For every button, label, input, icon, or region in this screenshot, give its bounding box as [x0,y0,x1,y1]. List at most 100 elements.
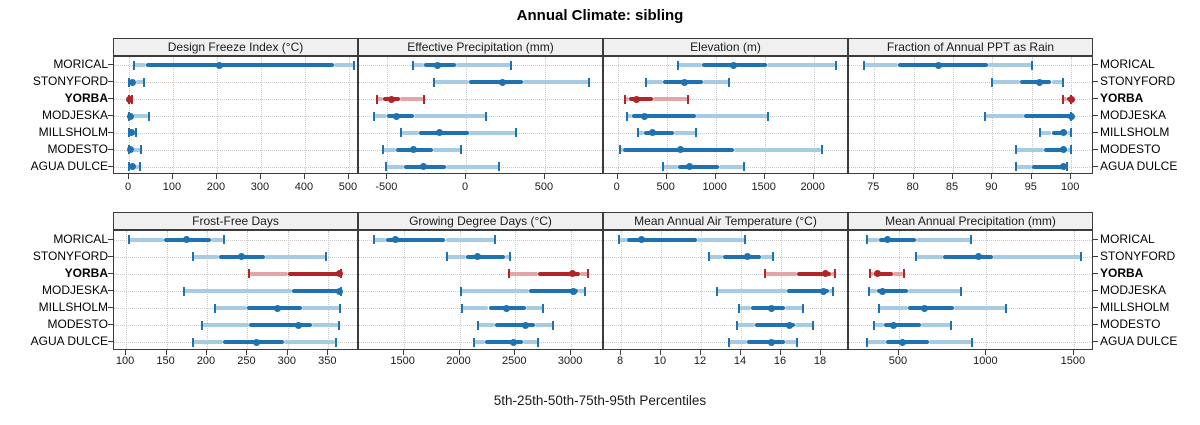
station-label-left: MODESTO [47,317,108,332]
x-tick-label: 200 [196,355,216,367]
whisker-tail [333,63,354,68]
median-dot [392,236,400,244]
whisker-cap [460,145,463,155]
station-gridline [359,273,602,275]
whisker-cap [626,111,628,121]
station-gridline [359,149,602,151]
whisker-tail [132,147,141,152]
whisker-tail [678,63,702,68]
whisker-cap [872,320,875,330]
x-tick [570,350,572,355]
panel [603,230,848,350]
whisker-tail [928,340,973,345]
station-gridline [604,308,847,310]
whisker-cap [736,320,738,330]
whisker-cap [412,60,414,70]
station-gridline [604,273,847,275]
whisker-cap [337,320,340,330]
whisker-tail [432,147,462,152]
x-gridline [304,57,306,173]
whisker-tail [460,289,529,293]
whisker-cap [494,235,497,245]
median-dot [767,304,775,312]
x-tick-label: 14 [733,355,747,367]
median-dot [898,338,906,346]
whisker-tail [400,97,425,102]
x-tick [206,350,207,355]
whisker-cap [1070,145,1073,155]
median-dot [129,78,136,86]
median-dot [294,321,302,329]
x-tick-label: 100 [115,355,135,367]
x-tick [616,174,618,179]
whisker-cap [796,337,798,347]
whisker-tail [265,254,326,259]
panel [358,56,603,174]
median-dot [1067,95,1075,103]
x-tick-label: 16 [773,355,787,367]
whisker-tail [873,323,884,328]
station-label-left: AGUA DULCE [30,334,108,349]
median-dot [1059,163,1067,171]
whisker-cap [618,235,620,245]
median-dot [729,61,737,69]
station-gridline [849,273,1092,275]
x-gridline [260,57,262,173]
whisker-cap [473,337,475,347]
whisker-tail [508,271,538,276]
median-dot [252,338,260,346]
station-tick [1093,272,1098,274]
whisker-cap [127,235,130,245]
whisker-tail [702,80,730,85]
x-gridline [701,231,702,349]
iqr-bar [1023,114,1072,118]
station-label-right: MILLSHOLM [1100,300,1170,315]
iqr-bar [485,340,523,345]
whisker-cap [433,77,436,87]
station-gridline [604,342,847,344]
whisker-cap [214,303,217,313]
whisker-cap [969,235,972,245]
x-tick [952,174,953,179]
whisker-tail [733,147,822,152]
x-tick [514,350,516,355]
median-dot [499,78,507,86]
whisker-tail [374,114,388,118]
station-label-right: STONYFORD [1100,248,1176,263]
whisker-tail [625,97,629,102]
station-tick [108,131,113,133]
station-tick [1093,81,1098,83]
iqr-bar [1043,147,1068,152]
whisker-tail [766,63,837,68]
panel [848,56,1093,174]
x-tick-label: 500 [534,181,554,193]
x-tick-label: 80 [906,181,919,193]
whisker-cap [877,303,880,313]
station-tick [1093,115,1098,116]
median-dot [387,95,395,103]
whisker-cap [132,60,135,70]
whisker-cap [695,128,697,138]
whisker-tail [184,289,292,293]
median-dot [435,129,443,137]
strip-panel-title: Fraction of Annual PPT as Rain [848,38,1093,56]
iqr-bar [797,271,831,276]
whisker-cap [477,320,480,330]
median-dot [1059,146,1067,154]
whisker-cap [1070,128,1073,138]
whisker-cap [728,77,730,87]
station-tick [1093,255,1098,257]
station-tick [108,81,113,83]
whisker-cap [802,303,804,313]
station-label-left: STONYFORD [32,74,108,89]
whisker-cap [587,77,590,87]
station-label-left: MORICAL [53,57,108,72]
station-tick [1093,148,1098,150]
whisker-tail [193,340,224,345]
median-dot [419,163,427,171]
x-tick-label: 300 [250,181,270,193]
whisker-cap [868,286,871,296]
x-tick [259,174,261,179]
whisker-tail [535,323,554,328]
x-tick-label: 1500 [390,355,415,367]
